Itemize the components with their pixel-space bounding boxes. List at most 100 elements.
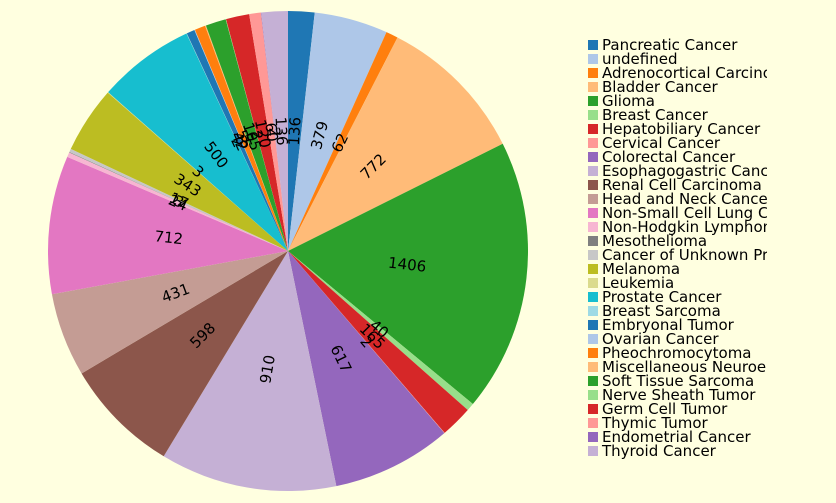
- legend-label: Adrenocortical Carcinoma: [602, 64, 796, 82]
- pie-slice-thyroid-cancer[interactable]: [261, 10, 288, 251]
- legend-label: Pancreatic Cancer: [602, 36, 738, 54]
- legend-label: Miscellaneous Neuroepithelial Tumor: [602, 358, 836, 376]
- legend-swatch: [588, 362, 598, 372]
- legend-label: Germ Cell Tumor: [602, 400, 728, 418]
- pie-slice-pancreatic-cancer[interactable]: [288, 10, 315, 251]
- legend-item-glioma[interactable]: Glioma: [588, 92, 655, 110]
- pie-slice-renal-cell-carcinoma[interactable]: [81, 251, 288, 457]
- legend-item-prostate-cancer[interactable]: Prostate Cancer: [588, 288, 722, 306]
- pie-slice-ovarian-cancer[interactable]: [194, 29, 288, 252]
- legend-swatch: [588, 236, 598, 246]
- legend-swatch: [588, 376, 598, 386]
- legend-item-hepatobiliary-cancer[interactable]: Hepatobiliary Cancer: [588, 120, 761, 138]
- legend-item-non-small-cell-lung-cancer[interactable]: Non-Small Cell Lung Cancer: [588, 204, 812, 222]
- legend-label: Thyroid Cancer: [601, 442, 717, 460]
- legend-label: Non-Small Cell Lung Cancer: [602, 204, 812, 222]
- legend-swatch: [588, 348, 598, 358]
- legend-item-pheochromocytoma[interactable]: Pheochromocytoma: [588, 344, 752, 362]
- legend-item-bladder-cancer[interactable]: Bladder Cancer: [588, 78, 719, 96]
- legend-item-cervical-cancer[interactable]: Cervical Cancer: [588, 134, 721, 152]
- legend-item-undefined[interactable]: undefined: [588, 50, 677, 68]
- legend-swatch: [588, 124, 598, 134]
- legend-swatch: [588, 306, 598, 316]
- legend-swatch: [588, 68, 598, 78]
- slice-value-label: 2: [247, 128, 267, 142]
- legend-swatch: [588, 222, 598, 232]
- pie-slice-cancer-of-unknown-primary[interactable]: [69, 148, 288, 251]
- pie-slice-melanoma[interactable]: [70, 92, 288, 251]
- legend-label: Non-Hodgkin Lymphoma: [602, 218, 786, 236]
- legend-item-leukemia[interactable]: Leukemia: [588, 274, 674, 292]
- legend-swatch: [588, 96, 598, 106]
- legend-swatch: [588, 166, 598, 176]
- legend-item-colorectal-cancer[interactable]: Colorectal Cancer: [588, 148, 736, 166]
- pie-slice-endometrial-cancer[interactable]: [260, 12, 288, 251]
- legend-label: Cancer of Unknown Primary: [602, 246, 811, 264]
- legend-label: Leukemia: [602, 274, 674, 292]
- slice-value-label: 712: [154, 227, 184, 248]
- legend-label: Breast Sarcoma: [602, 302, 721, 320]
- pie-slice-adrenocortical-carcinoma[interactable]: [288, 32, 398, 251]
- pie-slice-embryonal-tumor[interactable]: [186, 30, 288, 252]
- pie-slice-colorectal-cancer[interactable]: [288, 251, 445, 487]
- pie-slice-germ-cell-tumor[interactable]: [226, 14, 288, 251]
- pie-slice-cervical-cancer[interactable]: [288, 251, 445, 434]
- pie-slice-leukemia[interactable]: [107, 92, 288, 251]
- pie-slice-hepatobiliary-cancer[interactable]: [288, 251, 468, 433]
- legend-label: Thymic Tumor: [601, 414, 709, 432]
- legend-item-germ-cell-tumor[interactable]: Germ Cell Tumor: [588, 400, 728, 418]
- legend-swatch: [588, 180, 598, 190]
- pie-slice-thymic-tumor[interactable]: [249, 12, 288, 252]
- legend-item-nerve-sheath-tumor[interactable]: Nerve Sheath Tumor: [588, 386, 756, 404]
- legend-item-embryonal-tumor[interactable]: Embryonal Tumor: [588, 316, 735, 334]
- pie-slice-mesothelioma[interactable]: [69, 151, 288, 251]
- legend-label: Mesothelioma: [602, 232, 707, 250]
- pie-slice-soft-tissue-sarcoma[interactable]: [205, 19, 288, 251]
- pie-slices: [47, 10, 529, 492]
- legend-item-adrenocortical-carcinoma[interactable]: Adrenocortical Carcinoma: [588, 64, 796, 82]
- pie-slice-miscellaneous-neuroepithelial-tumor[interactable]: [205, 25, 288, 251]
- legend-item-renal-cell-carcinoma[interactable]: Renal Cell Carcinoma: [588, 176, 762, 194]
- legend-item-esophagogastric-cancer[interactable]: Esophagogastric Cancer: [588, 162, 785, 180]
- legend-swatch: [588, 138, 598, 148]
- legend-label: Melanoma: [602, 260, 680, 278]
- legend-item-endometrial-cancer[interactable]: Endometrial Cancer: [588, 428, 752, 446]
- legend-item-cancer-of-unknown-primary[interactable]: Cancer of Unknown Primary: [588, 246, 811, 264]
- pie-slice-nerve-sheath-tumor[interactable]: [225, 19, 288, 251]
- slice-value-label: 136: [272, 116, 292, 146]
- legend-item-soft-tissue-sarcoma[interactable]: Soft Tissue Sarcoma: [588, 372, 754, 390]
- pie-slice-non-hodgkin-lymphoma[interactable]: [67, 152, 289, 251]
- legend-swatch: [588, 432, 598, 442]
- legend-item-non-hodgkin-lymphoma[interactable]: Non-Hodgkin Lymphoma: [588, 218, 786, 236]
- legend-label: Esophagogastric Cancer: [602, 162, 785, 180]
- legend-swatch: [588, 446, 598, 456]
- legend-item-mesothelioma[interactable]: Mesothelioma: [588, 232, 707, 250]
- legend-item-miscellaneous-neuroepithelial-tumor[interactable]: Miscellaneous Neuroepithelial Tumor: [588, 358, 836, 376]
- pie-slice-glioma[interactable]: [288, 143, 529, 405]
- pie-slice-non-small-cell-lung-cancer[interactable]: [47, 156, 288, 295]
- legend-swatch: [588, 54, 598, 64]
- slice-value-label: 120: [251, 118, 275, 150]
- legend-item-melanoma[interactable]: Melanoma: [588, 260, 680, 278]
- pie-slice-undefined[interactable]: [288, 12, 387, 251]
- legend-swatch: [588, 404, 598, 414]
- legend-label: Endometrial Cancer: [602, 428, 752, 446]
- legend-swatch: [588, 250, 598, 260]
- legend-item-thyroid-cancer[interactable]: Thyroid Cancer: [588, 442, 717, 460]
- legend-item-breast-cancer[interactable]: Breast Cancer: [588, 106, 709, 124]
- pie-slice-pheochromocytoma[interactable]: [194, 25, 288, 252]
- legend-item-thymic-tumor[interactable]: Thymic Tumor: [588, 414, 709, 432]
- pie-slice-prostate-cancer[interactable]: [108, 33, 288, 251]
- legend-label: undefined: [602, 50, 677, 68]
- legend-item-head-and-neck-cancer[interactable]: Head and Neck Cancer: [588, 190, 775, 208]
- legend-label: Ovarian Cancer: [602, 330, 719, 348]
- pie-slice-esophagogastric-cancer[interactable]: [163, 251, 337, 492]
- legend-item-ovarian-cancer[interactable]: Ovarian Cancer: [588, 330, 719, 348]
- legend-label: Bladder Cancer: [602, 78, 719, 96]
- legend-item-breast-sarcoma[interactable]: Breast Sarcoma: [588, 302, 721, 320]
- pie-slice-head-and-neck-cancer[interactable]: [51, 251, 288, 374]
- pie-slice-breast-cancer[interactable]: [288, 251, 473, 411]
- pie-slice-breast-sarcoma[interactable]: [186, 33, 288, 252]
- pie-slice-bladder-cancer[interactable]: [288, 37, 503, 251]
- legend-item-pancreatic-cancer[interactable]: Pancreatic Cancer: [588, 36, 738, 54]
